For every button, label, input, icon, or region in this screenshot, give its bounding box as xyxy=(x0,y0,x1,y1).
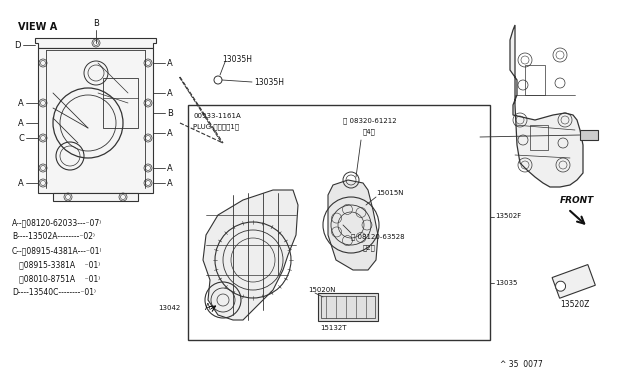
Text: 13035: 13035 xyxy=(495,280,517,286)
Polygon shape xyxy=(35,38,156,48)
Polygon shape xyxy=(510,25,583,187)
Text: 15132T: 15132T xyxy=(320,325,346,331)
Text: D: D xyxy=(15,41,21,49)
Text: 13035H: 13035H xyxy=(222,55,252,64)
Text: D----13540C--------⁻01⁾: D----13540C--------⁻01⁾ xyxy=(12,288,96,297)
Text: Ⓦ08915-3381A    ⁻01⁾: Ⓦ08915-3381A ⁻01⁾ xyxy=(12,260,100,269)
Text: Ⓑ 08120-63528: Ⓑ 08120-63528 xyxy=(351,233,404,240)
Text: Ⓢ 08320-61212: Ⓢ 08320-61212 xyxy=(343,117,397,124)
Text: A: A xyxy=(167,58,173,67)
Text: Ⓑ08010-8751A    ⁻01⁾: Ⓑ08010-8751A ⁻01⁾ xyxy=(12,274,100,283)
Polygon shape xyxy=(53,193,138,201)
Text: （2）: （2） xyxy=(363,244,376,251)
Text: 13520Z: 13520Z xyxy=(560,300,589,309)
Text: A: A xyxy=(19,179,24,187)
Text: A: A xyxy=(167,89,173,97)
Polygon shape xyxy=(203,190,298,320)
Text: PLUG プラグ（1）: PLUG プラグ（1） xyxy=(193,123,239,129)
Bar xyxy=(525,65,545,95)
Polygon shape xyxy=(328,180,378,270)
Text: FRONT: FRONT xyxy=(560,196,595,205)
Text: A: A xyxy=(19,99,24,108)
Text: C--Ⓦ08915-4381A---⁻01⁾: C--Ⓦ08915-4381A---⁻01⁾ xyxy=(12,246,102,255)
Text: B: B xyxy=(167,109,173,118)
Text: 13042: 13042 xyxy=(157,305,180,311)
Text: A: A xyxy=(167,179,173,187)
Text: A--Ⓑ08120-62033---⁻07⁾: A--Ⓑ08120-62033---⁻07⁾ xyxy=(12,218,102,227)
Text: （4）: （4） xyxy=(363,128,376,135)
Text: 13502F: 13502F xyxy=(495,213,521,219)
Polygon shape xyxy=(38,48,153,193)
Text: A: A xyxy=(205,304,211,312)
Text: 15015N: 15015N xyxy=(376,190,403,196)
Text: VIEW A: VIEW A xyxy=(18,22,57,32)
Bar xyxy=(318,293,378,321)
Bar xyxy=(188,105,490,340)
Text: 15020N: 15020N xyxy=(308,287,335,293)
Bar xyxy=(321,296,375,318)
Bar xyxy=(552,264,595,298)
Text: ^ 35  0077: ^ 35 0077 xyxy=(500,360,543,369)
Text: 00933-1161A: 00933-1161A xyxy=(193,113,241,119)
Text: A: A xyxy=(167,164,173,173)
Bar xyxy=(103,78,138,128)
Bar xyxy=(530,125,548,150)
Text: 13035H: 13035H xyxy=(254,77,284,87)
Text: B: B xyxy=(93,19,99,28)
Text: B----13502A--------⁻02⁾: B----13502A--------⁻02⁾ xyxy=(12,232,95,241)
Circle shape xyxy=(556,281,566,291)
Text: C: C xyxy=(18,134,24,142)
Bar xyxy=(580,130,598,140)
Text: A: A xyxy=(167,128,173,138)
Text: A: A xyxy=(19,119,24,128)
